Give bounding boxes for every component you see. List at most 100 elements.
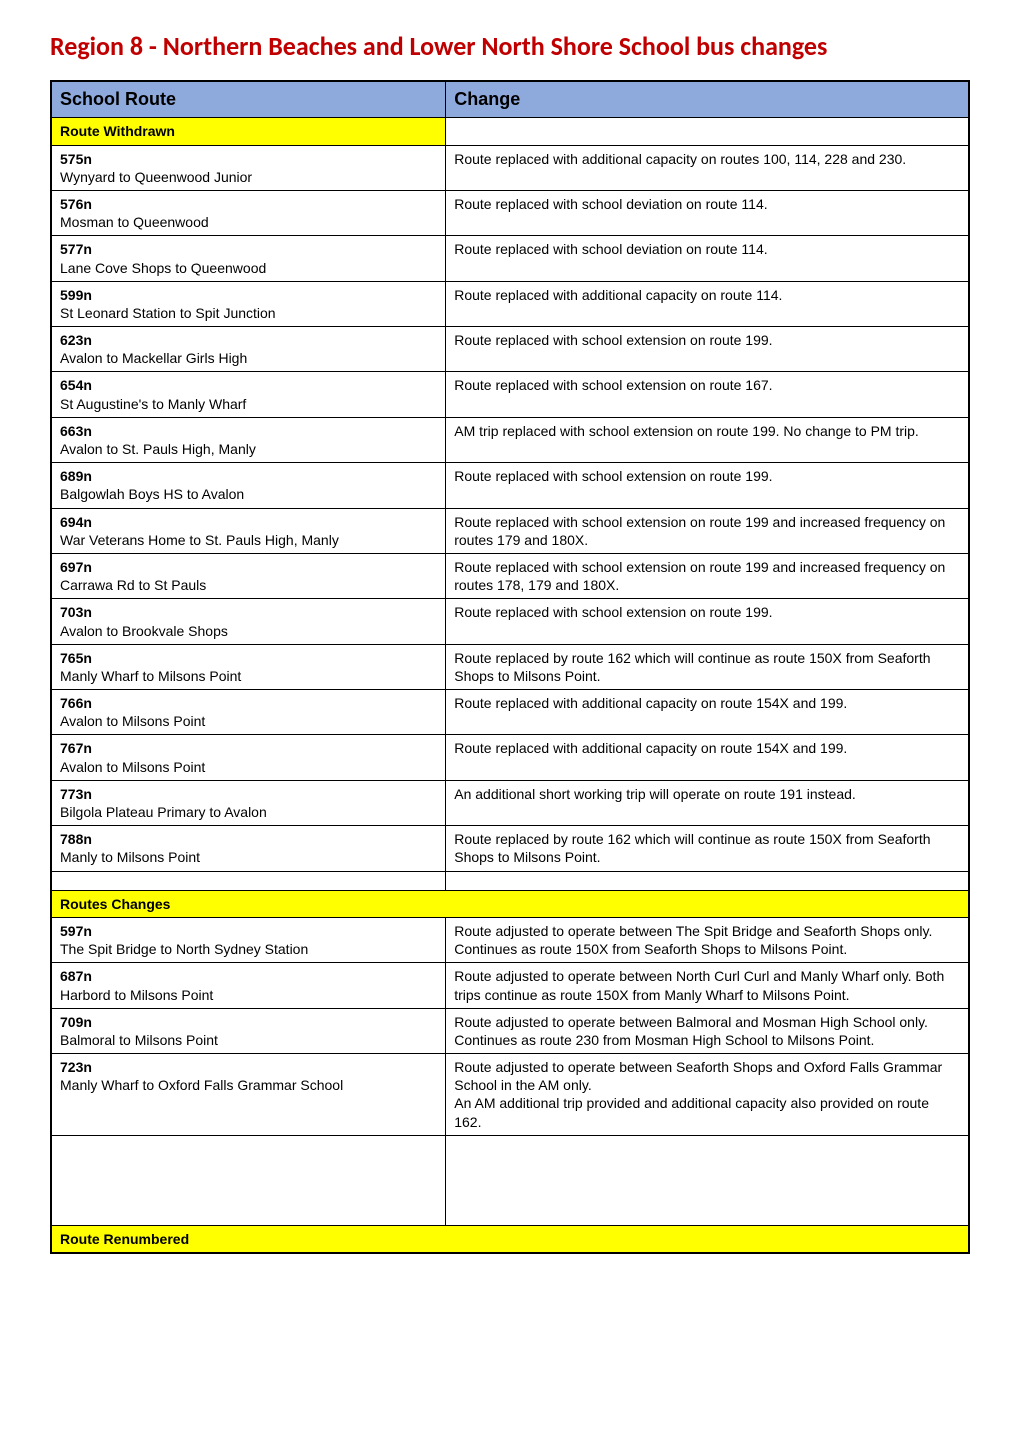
change-cell: Route replaced with additional capacity … <box>446 690 969 735</box>
table-row: 697nCarrawa Rd to St PaulsRoute replaced… <box>51 553 969 598</box>
table-row: 773nBilgola Plateau Primary to AvalonAn … <box>51 780 969 825</box>
route-code: 663n <box>60 422 437 440</box>
route-code: 788n <box>60 830 437 848</box>
change-cell: Route replaced with school extension on … <box>446 553 969 598</box>
table-row: 689nBalgowlah Boys HS to AvalonRoute rep… <box>51 463 969 508</box>
routes-table: School RouteChangeRoute Withdrawn 575nWy… <box>50 80 970 1254</box>
table-row: 577nLane Cove Shops to QueenwoodRoute re… <box>51 236 969 281</box>
table-row: 703nAvalon to Brookvale ShopsRoute repla… <box>51 599 969 644</box>
route-code: 577n <box>60 240 437 258</box>
table-row: 788nManly to Milsons PointRoute replaced… <box>51 826 969 871</box>
route-cell: 577nLane Cove Shops to Queenwood <box>51 236 446 281</box>
route-desc: St Augustine's to Manly Wharf <box>60 395 437 413</box>
route-code: 765n <box>60 649 437 667</box>
table-row: 576nMosman to QueenwoodRoute replaced wi… <box>51 190 969 235</box>
route-cell: 575nWynyard to Queenwood Junior <box>51 145 446 190</box>
route-cell: 697nCarrawa Rd to St Pauls <box>51 553 446 598</box>
table-row: 765nManly Wharf to Milsons PointRoute re… <box>51 644 969 689</box>
change-cell: Route replaced with school extension on … <box>446 508 969 553</box>
route-cell: 597nThe Spit Bridge to North Sydney Stat… <box>51 917 446 962</box>
table-row: 723nManly Wharf to Oxford Falls Grammar … <box>51 1054 969 1136</box>
route-code: 723n <box>60 1058 437 1076</box>
route-cell: 576nMosman to Queenwood <box>51 190 446 235</box>
change-cell: Route replaced by route 162 which will c… <box>446 644 969 689</box>
route-code: 654n <box>60 376 437 394</box>
route-cell: 765nManly Wharf to Milsons Point <box>51 644 446 689</box>
table-row: 709nBalmoral to Milsons PointRoute adjus… <box>51 1008 969 1053</box>
route-code: 709n <box>60 1013 437 1031</box>
route-desc: Harbord to Milsons Point <box>60 986 437 1004</box>
route-code: 623n <box>60 331 437 349</box>
section-heading: Route Renumbered <box>51 1225 969 1253</box>
route-code: 597n <box>60 922 437 940</box>
change-cell: Route replaced with school extension on … <box>446 599 969 644</box>
route-cell: 654nSt Augustine's to Manly Wharf <box>51 372 446 417</box>
route-cell: 663nAvalon to St. Pauls High, Manly <box>51 417 446 462</box>
route-desc: Balgowlah Boys HS to Avalon <box>60 485 437 503</box>
route-desc: Manly Wharf to Milsons Point <box>60 667 437 685</box>
change-cell: Route adjusted to operate between The Sp… <box>446 917 969 962</box>
route-code: 773n <box>60 785 437 803</box>
route-code: 575n <box>60 150 437 168</box>
table-row: 599nSt Leonard Station to Spit JunctionR… <box>51 281 969 326</box>
section-heading-row: Route Withdrawn <box>51 118 969 145</box>
route-code: 767n <box>60 739 437 757</box>
change-cell: AM trip replaced with school extension o… <box>446 417 969 462</box>
route-desc: Wynyard to Queenwood Junior <box>60 168 437 186</box>
route-cell: 703nAvalon to Brookvale Shops <box>51 599 446 644</box>
change-cell: Route replaced with additional capacity … <box>446 145 969 190</box>
route-desc: Bilgola Plateau Primary to Avalon <box>60 803 437 821</box>
route-desc: St Leonard Station to Spit Junction <box>60 304 437 322</box>
route-cell: 599nSt Leonard Station to Spit Junction <box>51 281 446 326</box>
change-cell: Route replaced with additional capacity … <box>446 281 969 326</box>
route-cell: 687nHarbord to Milsons Point <box>51 963 446 1008</box>
section-heading: Routes Changes <box>51 890 969 917</box>
section-heading-row: Route Renumbered <box>51 1225 969 1253</box>
route-desc: Avalon to St. Pauls High, Manly <box>60 440 437 458</box>
change-cell: Route adjusted to operate between Seafor… <box>446 1054 969 1136</box>
table-row: 694nWar Veterans Home to St. Pauls High,… <box>51 508 969 553</box>
spacer-row <box>51 871 969 890</box>
spacer-row <box>51 1135 969 1225</box>
table-row: 597nThe Spit Bridge to North Sydney Stat… <box>51 917 969 962</box>
change-cell: Route adjusted to operate between Balmor… <box>446 1008 969 1053</box>
route-cell: 623nAvalon to Mackellar Girls High <box>51 327 446 372</box>
table-row: 766nAvalon to Milsons PointRoute replace… <box>51 690 969 735</box>
change-cell: Route replaced with school extension on … <box>446 463 969 508</box>
route-cell: 773nBilgola Plateau Primary to Avalon <box>51 780 446 825</box>
route-desc: Mosman to Queenwood <box>60 213 437 231</box>
table-row: 623nAvalon to Mackellar Girls HighRoute … <box>51 327 969 372</box>
route-cell: 766nAvalon to Milsons Point <box>51 690 446 735</box>
route-code: 697n <box>60 558 437 576</box>
route-code: 703n <box>60 603 437 621</box>
change-cell: Route replaced with school deviation on … <box>446 236 969 281</box>
route-desc: Balmoral to Milsons Point <box>60 1031 437 1049</box>
section-heading-empty <box>446 118 969 145</box>
table-row: 687nHarbord to Milsons PointRoute adjust… <box>51 963 969 1008</box>
change-cell: Route replaced with additional capacity … <box>446 735 969 780</box>
section-heading-row: Routes Changes <box>51 890 969 917</box>
route-code: 694n <box>60 513 437 531</box>
page-title: Region 8 - Northern Beaches and Lower No… <box>50 30 970 62</box>
route-code: 576n <box>60 195 437 213</box>
change-cell: Route replaced with school deviation on … <box>446 190 969 235</box>
route-cell: 767nAvalon to Milsons Point <box>51 735 446 780</box>
route-code: 687n <box>60 967 437 985</box>
table-row: 767nAvalon to Milsons PointRoute replace… <box>51 735 969 780</box>
table-row: 654nSt Augustine's to Manly WharfRoute r… <box>51 372 969 417</box>
route-desc: Manly to Milsons Point <box>60 848 437 866</box>
route-desc: The Spit Bridge to North Sydney Station <box>60 940 437 958</box>
route-desc: Avalon to Milsons Point <box>60 758 437 776</box>
route-cell: 709nBalmoral to Milsons Point <box>51 1008 446 1053</box>
route-cell: 788nManly to Milsons Point <box>51 826 446 871</box>
route-desc: Manly Wharf to Oxford Falls Grammar Scho… <box>60 1076 437 1094</box>
change-cell: Route replaced with school extension on … <box>446 372 969 417</box>
col-header-change: Change <box>446 81 969 118</box>
table-header-row: School RouteChange <box>51 81 969 118</box>
table-row: 575nWynyard to Queenwood JuniorRoute rep… <box>51 145 969 190</box>
route-desc: Avalon to Mackellar Girls High <box>60 349 437 367</box>
col-header-route: School Route <box>51 81 446 118</box>
route-desc: Lane Cove Shops to Queenwood <box>60 259 437 277</box>
change-cell: Route replaced with school extension on … <box>446 327 969 372</box>
change-cell: Route replaced by route 162 which will c… <box>446 826 969 871</box>
